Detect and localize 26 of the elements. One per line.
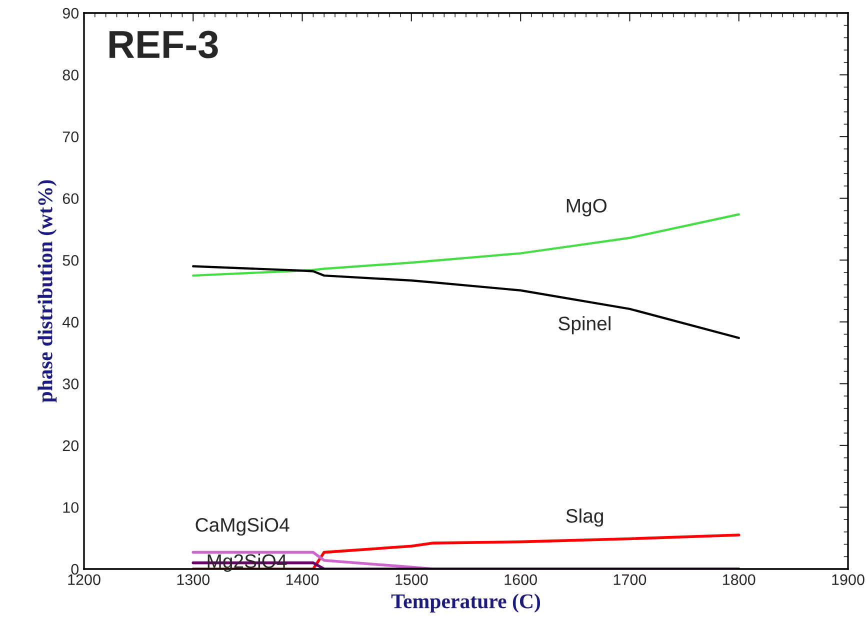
- x-tick-label: 1400: [286, 574, 319, 586]
- y-tick-label: 40: [62, 316, 79, 328]
- y-tick-label: 30: [62, 378, 79, 390]
- x-tick-label: 1200: [68, 574, 100, 586]
- x-tick-label: 1500: [396, 574, 428, 586]
- x-tick-label: 1900: [832, 574, 864, 586]
- x-tick-label: 1700: [614, 574, 646, 586]
- y-tick-label: 50: [62, 254, 79, 266]
- y-tick-label: 0: [71, 564, 79, 575]
- y-tick-label: 10: [63, 502, 79, 513]
- x-tick-label: 1800: [723, 574, 756, 586]
- line-series: [192, 265, 740, 340]
- y-axis-title: phase distribution (wt%): [38, 180, 57, 402]
- series-label: Spinel: [558, 316, 610, 334]
- x-tick-label: 1300: [177, 574, 210, 586]
- chart-title: REF-3: [110, 30, 218, 58]
- y-tick-label: 80: [62, 70, 79, 80]
- series-label: MgO: [566, 198, 607, 216]
- x-axis-title: Temperature (C): [391, 594, 540, 613]
- series-label: CaMgSiO4: [196, 518, 290, 536]
- y-tick-label: 60: [62, 193, 79, 204]
- y-tick-label: 90: [62, 8, 79, 19]
- y-tick-label: 20: [62, 440, 79, 452]
- x-tick-label: 1600: [504, 574, 537, 586]
- series-label: Slag: [566, 508, 603, 527]
- y-tick-label: 70: [62, 131, 79, 142]
